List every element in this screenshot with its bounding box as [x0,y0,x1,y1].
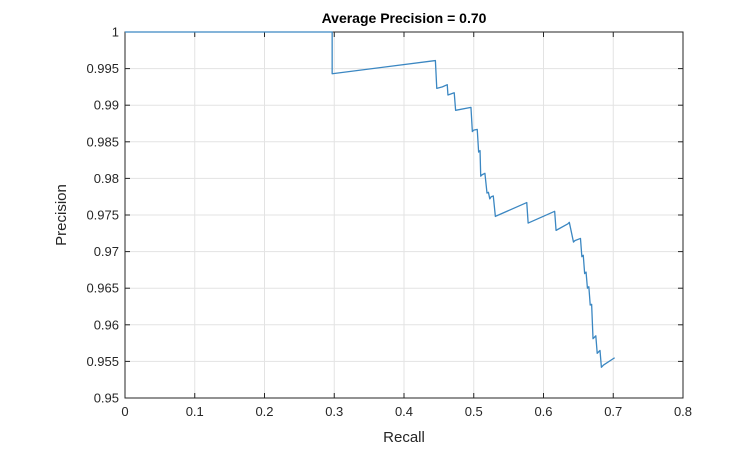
y-tick-label: 0.97 [94,244,119,259]
x-tick-label: 0.8 [674,404,692,419]
y-tick-label: 0.965 [86,281,119,296]
y-tick-label: 0.985 [86,134,119,149]
x-axis-ticks: 0 0.1 0.2 0.3 0.4 0.5 0.6 0.7 0.8 [121,32,692,419]
chart-title: Average Precision = 0.70 [322,10,487,26]
x-tick-label: 0.1 [186,404,204,419]
y-tick-label: 0.95 [94,391,119,406]
y-tick-label: 0.955 [86,354,119,369]
x-tick-label: 0.2 [255,404,273,419]
x-tick-label: 0.4 [395,404,413,419]
y-tick-label: 0.99 [94,98,119,113]
x-tick-label: 0 [121,404,128,419]
y-axis-ticks: 0.95 0.955 0.96 0.965 0.97 0.975 0.98 0.985 0.99… [86,25,683,406]
y-tick-label: 0.96 [94,317,119,332]
x-tick-label: 0.6 [534,404,552,419]
x-axis-label: Recall [383,429,425,446]
x-tick-label: 0.5 [465,404,483,419]
series-group [125,31,615,368]
y-tick-label: 0.98 [94,171,119,186]
x-tick-label: 0.7 [604,404,622,419]
y-tick-label: 0.975 [86,208,119,223]
y-tick-label: 1 [112,25,119,40]
y-axis-label: Precision [53,184,70,246]
pr-curve-line [125,31,615,368]
x-tick-label: 0.3 [325,404,343,419]
y-tick-label: 0.995 [86,61,119,76]
